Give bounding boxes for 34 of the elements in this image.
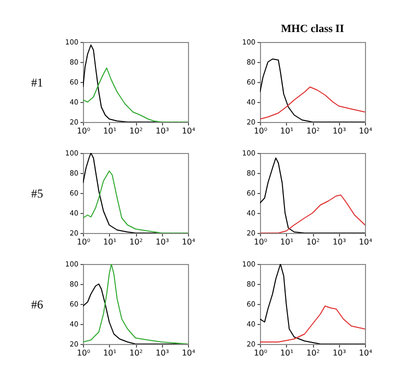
x-tick-label: 10²	[306, 348, 320, 358]
x-tick-label: 10³	[156, 238, 169, 246]
x-tick-label: 10⁰	[254, 126, 268, 136]
x-tick-label: 10⁴	[182, 238, 196, 246]
x-tick-label: 10³	[332, 348, 346, 358]
chart-title: MHC class II	[281, 23, 344, 35]
x-tick-label: 10⁴	[358, 238, 372, 246]
x-tick-label: 10⁴	[182, 348, 196, 358]
x-tick-label: 10²	[129, 238, 143, 246]
x-tick-label: 10⁰	[254, 238, 268, 246]
x-tick-label: 10¹	[280, 238, 294, 246]
y-axis-title: #5	[31, 186, 44, 200]
x-tick-label: 10³	[156, 348, 169, 358]
x-tick-label: 10⁰	[76, 126, 90, 136]
x-tick-label: 10³	[332, 238, 346, 246]
x-tick-label: 10¹	[103, 348, 116, 358]
x-tick-label: 10⁰	[254, 348, 268, 358]
y-axis-title: #6	[31, 298, 44, 312]
x-tick-label: 10⁴	[358, 126, 372, 136]
x-tick-label: 10¹	[103, 126, 116, 136]
x-tick-label: 10¹	[103, 238, 116, 246]
x-tick-label: 10⁰	[76, 348, 90, 358]
x-tick-label: 10¹	[280, 348, 294, 358]
x-tick-label: 10²	[129, 348, 143, 358]
x-tick-label: 10²	[306, 126, 320, 136]
x-tick-label: 10⁴	[358, 348, 372, 358]
x-tick-label: 10²	[306, 238, 320, 246]
x-tick-label: 10¹	[280, 126, 294, 136]
x-tick-label: 10⁴	[182, 126, 196, 136]
x-tick-label: 10³	[156, 126, 169, 136]
x-tick-label: 10⁰	[76, 238, 90, 246]
y-axis-title: #1	[31, 76, 44, 90]
x-tick-label: 10³	[332, 126, 346, 136]
x-tick-label: 10²	[129, 126, 143, 136]
